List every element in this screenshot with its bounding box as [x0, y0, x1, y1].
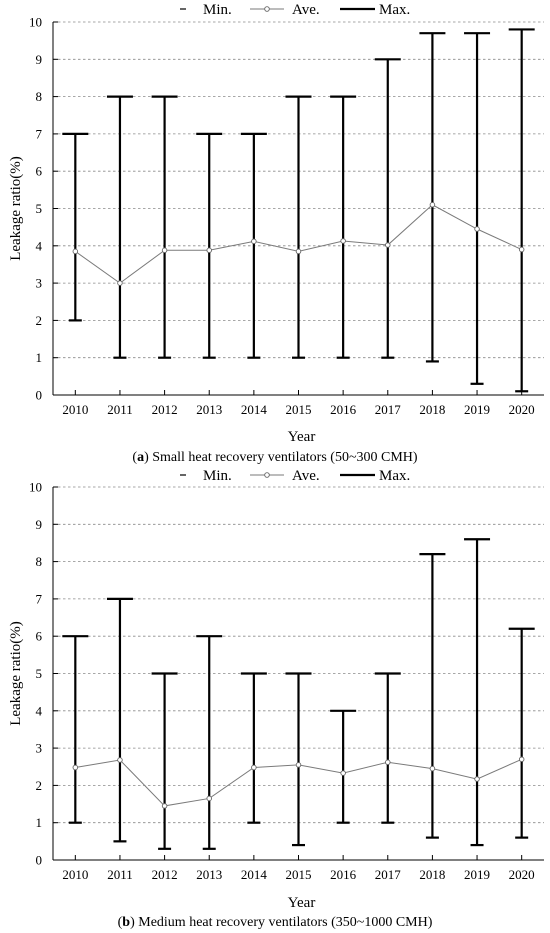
y-tick-label: 2 [36, 778, 43, 793]
caption-text: ) Small heat recovery ventilators (50~30… [144, 450, 418, 465]
x-tick-label: 2019 [464, 867, 490, 882]
legend-ave-label: Ave. [292, 2, 320, 18]
legend-max-label: Max. [379, 468, 410, 484]
x-tick-label: 2016 [330, 402, 357, 417]
ave-point [474, 226, 480, 232]
x-tick-label: 2017 [375, 867, 402, 882]
ave-point [385, 759, 391, 766]
ave-point [117, 757, 123, 763]
x-tick-label: 2015 [286, 867, 312, 882]
ave-point [251, 764, 257, 771]
y-tick-label: 0 [36, 853, 43, 868]
x-tick-label: 2014 [241, 402, 268, 417]
legend-ave-label: Ave. [292, 468, 320, 484]
x-tick-label: 2020 [509, 867, 535, 882]
ave-point [518, 756, 525, 763]
y-tick-label: 6 [36, 629, 43, 644]
x-tick-label: 2020 [509, 402, 535, 417]
ave-point [161, 247, 168, 254]
ave-point [206, 795, 212, 802]
ave-point [117, 280, 123, 286]
y-tick-label: 7 [36, 126, 43, 141]
legend-ave-marker [264, 6, 270, 12]
x-tick-label: 2012 [152, 402, 178, 417]
ave-point [340, 770, 346, 776]
y-tick-label: 5 [36, 201, 43, 216]
x-tick-label: 2017 [375, 402, 402, 417]
legend-min-label: Min. [203, 2, 232, 18]
legend-max-label: Max. [379, 2, 410, 18]
ave-point [429, 202, 436, 208]
y-tick-label: 4 [36, 703, 43, 718]
ave-point [295, 248, 302, 255]
y-tick-label: 6 [36, 164, 43, 179]
figure-caption: (a) Small heat recovery ventilators (50~… [132, 450, 418, 465]
y-tick-label: 10 [29, 480, 42, 495]
legend-min-label: Min. [203, 468, 232, 484]
x-tick-label: 2016 [330, 867, 357, 882]
x-tick-label: 2012 [152, 867, 178, 882]
x-tick-label: 2011 [107, 867, 133, 882]
caption-letter: b [122, 915, 130, 930]
x-tick-label: 2018 [419, 402, 445, 417]
y-tick-label: 7 [36, 591, 43, 606]
x-tick-label: 2015 [286, 402, 312, 417]
caption-letter: a [137, 450, 144, 465]
x-axis-title: Year [288, 429, 316, 445]
y-tick-label: 9 [36, 52, 43, 67]
y-axis-title: Leakage ratio(%) [8, 156, 24, 261]
y-tick-label: 5 [36, 666, 43, 681]
y-tick-label: 2 [36, 313, 43, 328]
ave-point [161, 803, 168, 809]
caption-open-paren: ( [132, 450, 137, 465]
x-tick-label: 2018 [419, 867, 445, 882]
x-tick-label: 2019 [464, 402, 490, 417]
ave-point [474, 776, 480, 782]
chart-panel-a: 0 1 2 3 4 5 6 7 8 9 10 2010 2011 2012 2013 2014 2015 2016… [8, 2, 544, 465]
ave-point [429, 765, 436, 772]
caption-text: ) Medium heat recovery ventilators (350~… [130, 915, 433, 930]
legend-ave-marker [264, 472, 270, 478]
ave-point [72, 764, 79, 771]
y-tick-label: 1 [36, 815, 43, 830]
y-axis-title: Leakage ratio(%) [8, 621, 24, 726]
y-tick-label: 4 [36, 238, 43, 253]
ave-point [340, 238, 346, 244]
y-tick-label: 9 [36, 517, 43, 532]
chart-panel-b: 0 1 2 3 4 5 6 7 8 9 10 2010 2011 2012 2013 2014 2015 2016… [8, 468, 544, 930]
x-tick-label: 2013 [196, 402, 222, 417]
y-tick-label: 10 [29, 15, 42, 30]
x-axis-title: Year [288, 895, 316, 911]
y-tick-label: 8 [36, 89, 43, 104]
y-tick-label: 1 [36, 350, 43, 365]
x-tick-label: 2011 [107, 402, 133, 417]
caption-open-paren: ( [118, 915, 123, 930]
ave-point [385, 242, 391, 248]
ave-point [518, 246, 525, 253]
ave-point [251, 238, 257, 245]
ave-point [206, 247, 212, 254]
x-tick-label: 2014 [241, 867, 268, 882]
legend: Min. Ave. Max. [180, 2, 410, 18]
figure-caption: (b) Medium heat recovery ventilators (35… [118, 915, 433, 930]
y-tick-label: 0 [36, 388, 43, 403]
ave-point [72, 248, 79, 255]
x-tick-label: 2010 [62, 867, 88, 882]
y-tick-label: 3 [36, 741, 43, 756]
x-tick-label: 2013 [196, 867, 222, 882]
x-tick-label: 2010 [62, 402, 88, 417]
ave-point [295, 762, 302, 768]
y-tick-label: 8 [36, 554, 43, 569]
legend: Min. Ave. Max. [180, 468, 410, 484]
y-tick-label: 3 [36, 276, 43, 291]
